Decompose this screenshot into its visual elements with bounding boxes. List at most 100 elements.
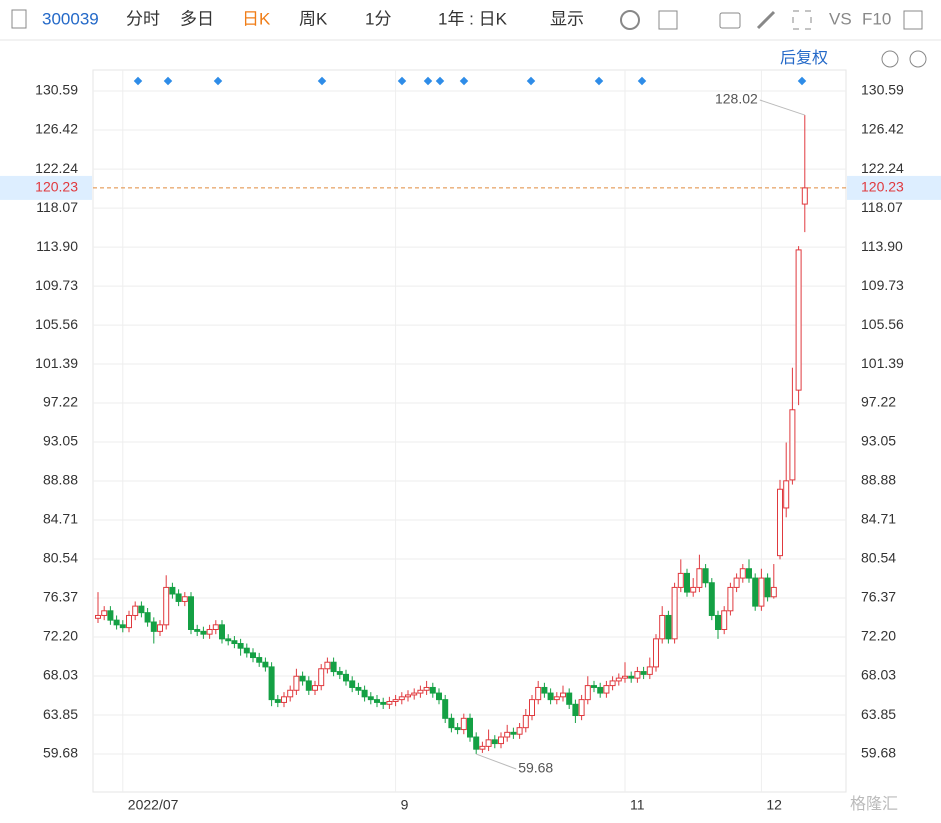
y-tick-label: 59.68: [43, 745, 78, 761]
candle-body: [107, 610, 114, 621]
candle-body: [355, 686, 362, 691]
y2-tick-label: 97.22: [861, 394, 896, 410]
x-tick-label: 12: [766, 797, 782, 813]
tab[interactable]: 1分: [365, 9, 391, 28]
y-tick-label: 93.05: [43, 433, 78, 449]
candle-body: [442, 699, 449, 719]
stock-code[interactable]: 300039: [42, 9, 99, 28]
price-label-bg: [847, 175, 941, 200]
candle-body: [460, 717, 467, 731]
candle-body: [535, 686, 542, 701]
candle-body: [727, 586, 734, 612]
y-tick-label: 68.03: [43, 667, 78, 683]
candle-body: [746, 568, 752, 579]
candle-body: [324, 661, 331, 670]
candle-body: [429, 686, 436, 694]
y-tick-label: 130.59: [35, 82, 78, 98]
zoom-out[interactable]: [881, 50, 899, 68]
watermark: 格隆汇: [850, 795, 898, 813]
y2-tick-label: 118.07: [861, 199, 903, 215]
y2-tick-label: 101.39: [861, 355, 904, 371]
y2-tick-label: 113.90: [861, 238, 903, 254]
sidebar-icon[interactable]: [11, 9, 27, 29]
candle-body: [677, 572, 684, 588]
camera-icon[interactable]: [719, 12, 741, 29]
y-tick-label: 76.37: [43, 589, 78, 605]
candle-body: [101, 610, 108, 616]
vs-button[interactable]: VS: [829, 9, 852, 28]
candle-body: [330, 661, 337, 673]
candle-body: [603, 685, 610, 694]
candle-body: [702, 568, 709, 584]
candle-body: [622, 675, 628, 679]
pen-icon[interactable]: [756, 10, 776, 30]
y2-tick-label: 68.03: [861, 667, 896, 683]
candle-body: [386, 700, 393, 705]
tab[interactable]: 周K: [299, 9, 328, 28]
candle-body: [380, 701, 387, 705]
tab[interactable]: 显示: [550, 9, 584, 28]
candle-body: [491, 739, 498, 745]
candle-body: [758, 577, 765, 607]
candle-body: [119, 624, 126, 629]
settings-icon[interactable]: [620, 10, 640, 30]
candle-body: [150, 621, 157, 632]
candle-body: [739, 568, 746, 579]
candle-body: [349, 680, 356, 688]
y-tick-label: 88.88: [43, 472, 78, 488]
fullscreen-icon[interactable]: [792, 10, 812, 30]
candle-body: [777, 488, 783, 557]
tab[interactable]: 1年 : 日K: [438, 9, 508, 28]
y2-tick-label: 93.05: [861, 433, 896, 449]
candle-body: [299, 675, 306, 682]
candle-body: [572, 703, 579, 717]
candle-body: [200, 630, 207, 635]
candle-body: [417, 689, 424, 694]
candle-body: [436, 692, 442, 701]
y2-tick-label: 80.54: [861, 550, 896, 566]
candle-body: [361, 689, 368, 698]
candle-body: [541, 686, 548, 694]
candle-body: [721, 610, 728, 630]
panel-icon[interactable]: [903, 10, 923, 30]
candle-body: [529, 699, 535, 717]
zoom-in[interactable]: [909, 50, 927, 68]
candle-body: [634, 671, 641, 679]
candle-body: [169, 586, 176, 595]
candle-body: [646, 666, 653, 675]
candle-body: [640, 671, 647, 675]
x-tick-label: 9: [401, 797, 409, 813]
tab-active[interactable]: 日K: [242, 9, 271, 28]
candle-body: [628, 675, 635, 679]
candle-body: [144, 612, 151, 623]
candle-body: [467, 717, 473, 738]
candle-body: [237, 643, 244, 649]
candle-body: [752, 577, 759, 607]
candle-body: [256, 657, 263, 663]
candle-body: [597, 686, 604, 694]
square-icon[interactable]: [658, 10, 678, 30]
candle-body: [367, 696, 374, 701]
y2-tick-label: 126.42: [861, 121, 904, 137]
candle-body: [795, 249, 802, 391]
adjust-button[interactable]: 后复权: [780, 49, 828, 67]
candle-body: [126, 614, 132, 629]
candle-body: [566, 692, 573, 705]
tab[interactable]: 多日: [180, 9, 214, 28]
candle-body: [615, 677, 622, 682]
plot-frame: [92, 69, 847, 793]
candle-body: [770, 586, 777, 598]
y2-tick-label: 76.37: [861, 589, 896, 605]
candle-body: [690, 586, 697, 593]
candle-body: [392, 699, 399, 702]
candle-body: [305, 680, 312, 691]
max-pointer: [759, 99, 805, 116]
tab[interactable]: 分时: [126, 9, 160, 28]
f10-button[interactable]: F10: [862, 9, 891, 28]
candle-body: [175, 593, 182, 602]
candle-body: [671, 586, 678, 640]
candle-body: [423, 686, 430, 691]
candle-body: [212, 624, 219, 630]
candle-body: [454, 727, 461, 731]
